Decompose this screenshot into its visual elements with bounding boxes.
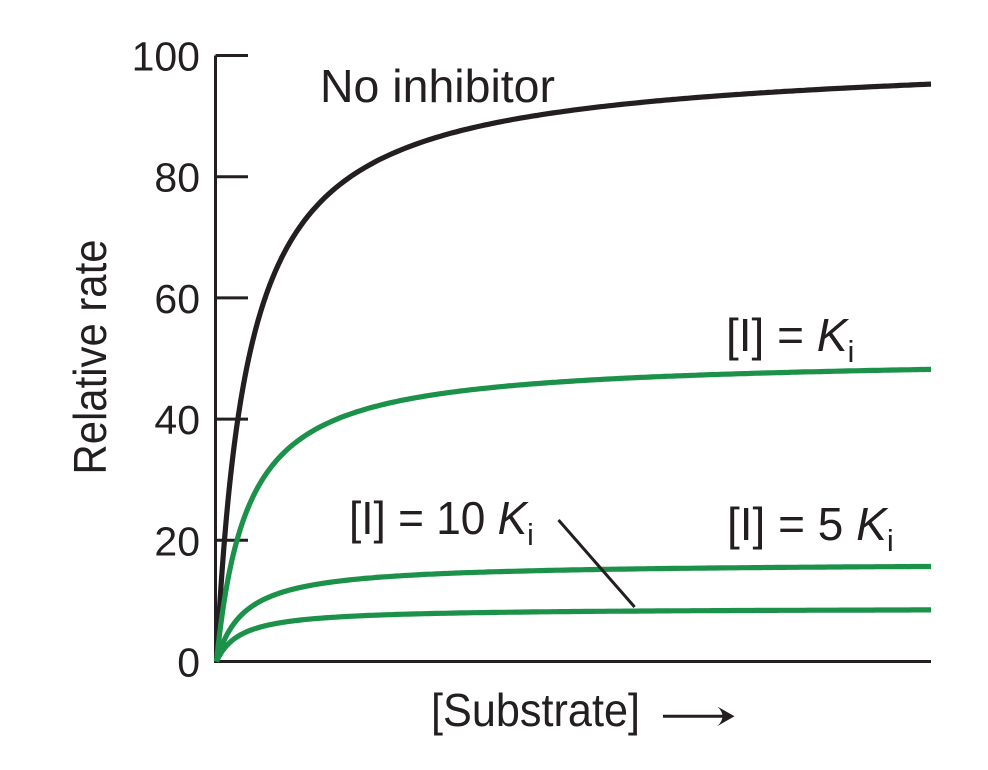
- svg-text:0: 0: [177, 640, 200, 686]
- svg-text:[I] = 5 Ki: [I] = 5 Ki: [727, 498, 894, 558]
- svg-text:80: 80: [154, 155, 200, 201]
- svg-text:[Substrate]: [Substrate]: [431, 684, 640, 736]
- svg-text:Relative rate: Relative rate: [64, 240, 116, 475]
- svg-text:20: 20: [154, 518, 200, 564]
- svg-text:60: 60: [154, 276, 200, 322]
- svg-text:100: 100: [132, 34, 200, 80]
- svg-text:No inhibitor: No inhibitor: [320, 60, 555, 112]
- svg-text:40: 40: [154, 397, 200, 443]
- svg-text:[I] = Ki: [I] = Ki: [726, 309, 854, 369]
- svg-text:[I] = 10 Ki: [I] = 10 Ki: [349, 492, 534, 552]
